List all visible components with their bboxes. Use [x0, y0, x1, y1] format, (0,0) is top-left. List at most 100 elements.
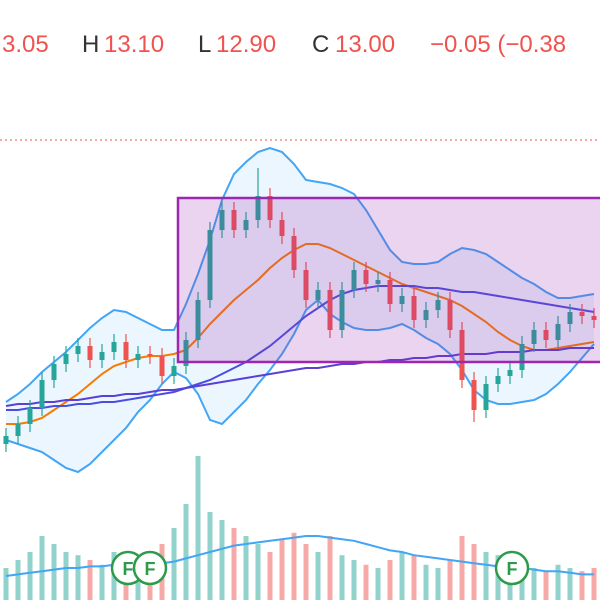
close-key: C [312, 31, 329, 58]
candle-body [579, 312, 585, 316]
volume-bar [351, 560, 357, 600]
volume-bar [315, 552, 321, 600]
event-label: F [145, 559, 156, 579]
volume-bar [447, 560, 453, 600]
candle-body [51, 364, 57, 380]
volume-bar [591, 568, 597, 600]
volume-bar [255, 544, 261, 600]
candle-body [315, 290, 321, 300]
event-icon[interactable] [494, 550, 530, 586]
candle-body [519, 344, 525, 370]
volume-bar [207, 512, 213, 600]
candle-body [111, 342, 117, 352]
candle-body [423, 310, 429, 320]
event-markers: F F F [110, 550, 530, 586]
volume-bar [231, 528, 237, 600]
candle-body [495, 376, 501, 384]
candle-body [195, 300, 201, 340]
ohlc-legend: 3.05 H 13.10 L 12.90 C 13.00 −0.05 (−0.3… [2, 31, 566, 58]
volume-bar [579, 571, 585, 600]
volume-bar [567, 568, 573, 600]
moving-average [5, 347, 594, 407]
candle-body [63, 354, 69, 364]
candle-body [327, 290, 333, 330]
volume-bar [279, 539, 285, 600]
candle-body [339, 290, 345, 330]
volume-bar [3, 568, 9, 600]
candle-body [483, 384, 489, 410]
high-key: H [82, 31, 99, 58]
volume-bar [303, 544, 309, 600]
candle-body [99, 352, 105, 360]
volume-bar [15, 560, 21, 600]
volume-bar [435, 568, 441, 600]
candle-body [231, 210, 237, 230]
low-value: 12.90 [216, 31, 276, 58]
candle-body [291, 236, 297, 270]
volume-bar [183, 504, 189, 600]
candle-body [159, 356, 165, 376]
moving-average [6, 243, 595, 425]
change-value: −0.05 (−0.38 [430, 31, 566, 58]
volume-bar [327, 536, 333, 600]
candle-body [123, 342, 129, 360]
candle-body [279, 220, 285, 236]
volume-bar [471, 544, 477, 600]
candle-body [435, 300, 441, 310]
volume-bar [87, 560, 93, 600]
candle-body [75, 346, 81, 354]
event-label: F [123, 559, 134, 579]
volume-bar [39, 536, 45, 600]
candle-body [243, 220, 249, 230]
candle-body [15, 424, 21, 436]
candle-body [567, 312, 573, 324]
volume-bar [219, 520, 225, 600]
volume-bar [171, 528, 177, 600]
candle-body [363, 270, 369, 284]
candle-body [207, 230, 213, 300]
candle-body [375, 280, 381, 284]
event-label: F [507, 559, 518, 579]
volume-bar [411, 555, 417, 600]
volume-bar [51, 544, 57, 600]
volume-bar [195, 456, 201, 600]
volume-bar [531, 568, 537, 600]
candle-body [543, 330, 549, 340]
volume-bar [543, 571, 549, 600]
volume-bar [27, 552, 33, 600]
candle-body [459, 330, 465, 380]
volume-bar [459, 536, 465, 600]
volume-bar [483, 552, 489, 600]
candle-body [27, 408, 33, 424]
candle-body [171, 366, 177, 376]
candle-body [267, 196, 273, 220]
volume-bar [375, 568, 381, 600]
volume-bar [423, 564, 429, 600]
candle-body [507, 370, 513, 376]
candle-body [591, 316, 597, 320]
candle-body [351, 270, 357, 290]
volume-bar [63, 552, 69, 600]
candle-body [3, 436, 9, 444]
candle-body [39, 380, 45, 408]
candle-body [555, 324, 561, 340]
candle-body [219, 210, 225, 230]
volume-bar [75, 555, 81, 600]
close-value: 13.00 [335, 31, 395, 58]
candle-body [531, 330, 537, 344]
candle-body [471, 380, 477, 410]
moving-average [6, 285, 595, 411]
candle-body [303, 270, 309, 300]
volume-bar [267, 552, 273, 600]
candle-body [147, 354, 153, 356]
volume-bar [339, 555, 345, 600]
candle-body [411, 296, 417, 320]
volume-bar [387, 560, 393, 600]
event-icon[interactable] [132, 550, 168, 586]
candle-body [87, 346, 93, 360]
candle-body [399, 296, 405, 304]
candle-body [183, 340, 189, 366]
candle-body [135, 354, 141, 360]
candle-body [387, 280, 393, 304]
